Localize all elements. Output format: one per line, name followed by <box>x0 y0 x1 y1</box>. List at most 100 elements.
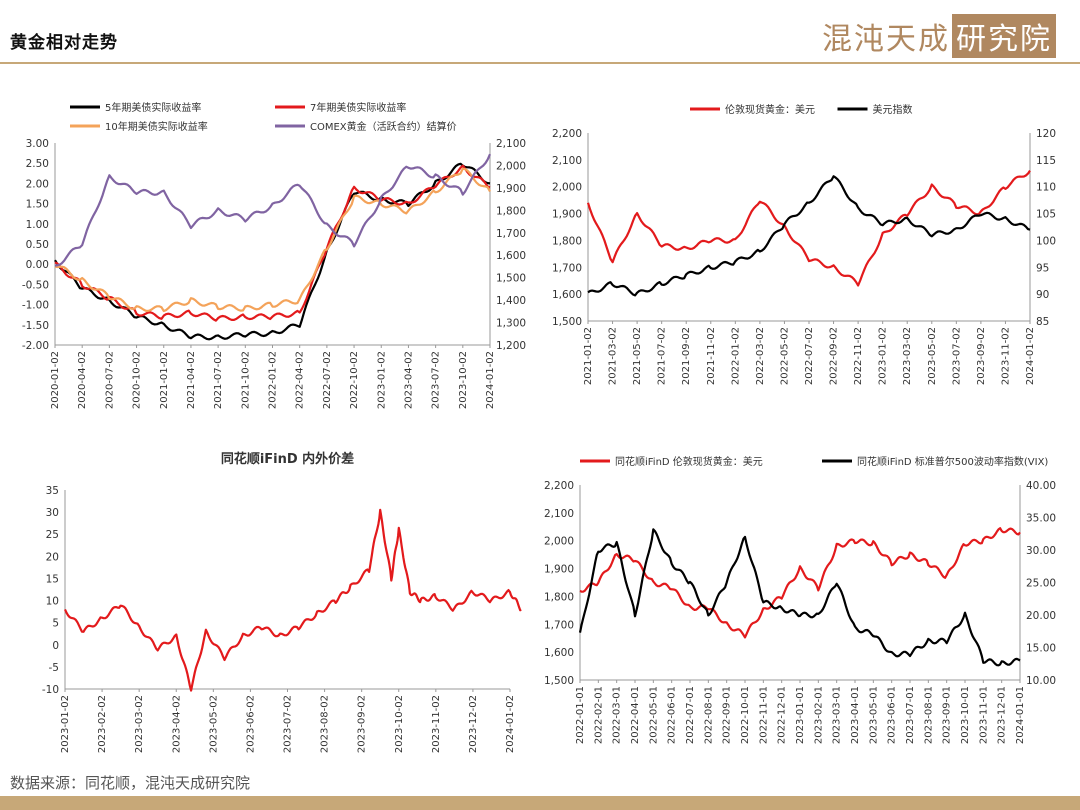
x-tick-label: 2023-09-02 <box>357 695 368 753</box>
x-tick-label: 2023-05-02 <box>927 327 938 385</box>
y-right-tick-label: 1,800 <box>496 205 526 217</box>
series-line <box>586 169 1031 287</box>
x-tick-label: 2022-08-01 <box>703 686 714 744</box>
y-right-tick-label: 20.00 <box>1026 610 1056 622</box>
x-tick-label: 2023-05-02 <box>208 695 219 753</box>
x-tick-label: 2023-11-02 <box>1000 327 1011 385</box>
y-right-tick-label: 1,900 <box>496 183 526 195</box>
y-right-tick-label: 30.00 <box>1026 545 1056 557</box>
x-tick-label: 2022-06-01 <box>667 686 678 744</box>
legend-label: 5年期美债实际收益率 <box>105 101 201 114</box>
y-left-tick-label: 0 <box>52 640 59 652</box>
y-left-tick-label: 2,100 <box>544 508 574 520</box>
y-left-tick-label: 20 <box>46 551 59 563</box>
chart-title: 同花顺iFinD 内外价差 <box>221 451 354 467</box>
y-right-tick-label: 1,400 <box>496 295 526 307</box>
x-tick-label: 2021-10-02 <box>240 351 251 409</box>
y-right-tick-label: 25.00 <box>1026 578 1056 590</box>
x-tick-label: 2023-12-01 <box>997 686 1008 744</box>
x-tick-label: 2023-04-02 <box>403 351 414 409</box>
y-left-tick-label: 2,000 <box>552 182 582 194</box>
y-left-tick-label: 1,800 <box>544 591 574 603</box>
y-left-tick-label: -5 <box>49 662 59 674</box>
x-tick-label: 2022-11-02 <box>853 327 864 385</box>
x-tick-label: 2022-03-02 <box>755 327 766 385</box>
chart-gold-vs-vix: 2,200 2,100 2,000 1,900 1,800 1,700 1,600 1,500… <box>544 455 1056 744</box>
x-tick-label: 2023-09-02 <box>976 327 987 385</box>
y-right-tick-label: 15.00 <box>1026 643 1056 655</box>
x-tick-label: 2022-09-02 <box>829 327 840 385</box>
y-right-tick-label: 95 <box>1036 262 1049 274</box>
x-tick-label: 2022-04-02 <box>295 351 306 409</box>
x-tick-label: 2022-09-01 <box>722 686 733 744</box>
x-tick-label: 2023-01-02 <box>376 351 387 409</box>
x-tick-label: 2022-05-01 <box>648 686 659 744</box>
legend-label: 同花顺iFinD 标准普尔500波动率指数(VIX) <box>857 455 1048 468</box>
series-line <box>54 167 491 313</box>
x-tick-label: 2023-03-02 <box>134 695 145 753</box>
x-tick-label: 2023-04-02 <box>171 695 182 753</box>
y-left-tick-label: 2,200 <box>552 128 582 140</box>
legend-label: 伦敦现货黄金：美元 <box>725 103 815 116</box>
y-right-tick-label: 1,600 <box>496 250 526 262</box>
x-tick-label: 2021-07-02 <box>657 327 668 385</box>
series-line <box>579 527 1021 639</box>
x-tick-label: 2023-01-02 <box>878 327 889 385</box>
x-tick-label: 2023-07-02 <box>951 327 962 385</box>
x-tick-label: 2021-01-02 <box>583 327 594 385</box>
y-left-tick-label: 2,100 <box>552 155 582 167</box>
x-tick-label: 2023-10-01 <box>960 686 971 744</box>
x-tick-label: 2022-01-02 <box>268 351 279 409</box>
y-right-tick-label: 105 <box>1036 209 1056 221</box>
brand-box: 研究院 <box>952 14 1056 58</box>
x-tick-label: 2024-01-01 <box>1015 686 1026 744</box>
y-left-tick-label: 5 <box>52 618 59 630</box>
legend-label: 美元指数 <box>873 103 913 116</box>
x-tick-label: 2022-07-01 <box>685 686 696 744</box>
series-line <box>578 528 1021 667</box>
x-tick-label: 2021-04-02 <box>186 351 197 409</box>
y-left-tick-label: 0.00 <box>26 259 49 271</box>
series-line <box>63 508 522 692</box>
y-right-tick-label: 35.00 <box>1026 513 1056 525</box>
y-left-tick-label: 3.00 <box>26 138 49 150</box>
legend-label: 10年期美债实际收益率 <box>105 120 208 133</box>
page-title: 黄金相对走势 <box>10 33 118 53</box>
y-right-tick-label: 2,100 <box>496 138 526 150</box>
x-tick-label: 2021-09-02 <box>681 327 692 385</box>
y-left-tick-label: 35 <box>46 485 59 497</box>
y-left-tick-label: 2,000 <box>544 536 574 548</box>
x-tick-label: 2023-10-02 <box>458 351 469 409</box>
legend-label: 同花顺iFinD 伦敦现货黄金：美元 <box>615 455 763 468</box>
x-tick-label: 2024-01-02 <box>505 695 516 753</box>
y-right-tick-label: 2,000 <box>496 160 526 172</box>
y-left-tick-label: 2,200 <box>544 480 574 492</box>
y-left-tick-label: 1,500 <box>552 316 582 328</box>
y-right-tick-label: 40.00 <box>1026 480 1056 492</box>
y-left-tick-label: -1.50 <box>22 320 49 332</box>
y-left-tick-label: 1,500 <box>544 675 574 687</box>
y-right-tick-label: 110 <box>1036 182 1056 194</box>
x-tick-label: 2022-01-01 <box>575 686 586 744</box>
x-tick-label: 2023-05-01 <box>868 686 879 744</box>
y-left-tick-label: 1,700 <box>544 619 574 631</box>
x-tick-label: 2020-04-02 <box>77 351 88 409</box>
y-left-tick-label: -2.00 <box>22 340 49 352</box>
y-right-tick-label: 115 <box>1036 155 1056 167</box>
x-tick-label: 2023-03-02 <box>902 327 913 385</box>
chart-real-yield-vs-gold: 3.00 2.50 2.00 1.50 1.00 0.50 0.00 -0.50 -1.00 -1… <box>22 101 526 409</box>
legend-label: COMEX黄金（活跃合约）结算价 <box>310 120 457 133</box>
x-tick-label: 2024-01-02 <box>485 351 496 409</box>
y-right-tick-label: 85 <box>1036 316 1049 328</box>
x-tick-label: 2022-10-01 <box>740 686 751 744</box>
y-left-tick-label: 1,800 <box>552 235 582 247</box>
x-tick-label: 2023-07-02 <box>431 351 442 409</box>
y-left-tick-label: 30 <box>46 507 59 519</box>
x-tick-label: 2023-11-02 <box>431 695 442 753</box>
x-tick-label: 2023-01-02 <box>60 695 71 753</box>
x-tick-label: 2024-01-02 <box>1025 327 1036 385</box>
x-tick-label: 2023-07-01 <box>905 686 916 744</box>
x-tick-label: 2022-10-02 <box>349 351 360 409</box>
brand-text: 混沌天成 <box>822 22 950 57</box>
x-tick-label: 2021-03-02 <box>608 327 619 385</box>
